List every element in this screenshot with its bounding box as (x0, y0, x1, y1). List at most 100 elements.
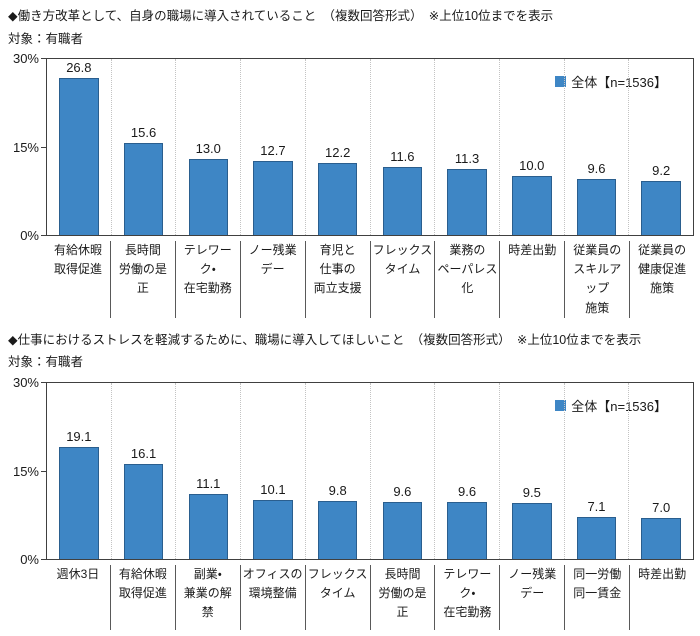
bar (317, 501, 358, 559)
bar (253, 499, 293, 559)
bar-value-label: 9.2 (652, 163, 671, 179)
bar (317, 163, 358, 235)
plot-column: 12.7 (240, 59, 305, 235)
bar-value-label: 7.0 (652, 499, 671, 515)
category-label: フレックス タイム (369, 241, 435, 318)
category-label: 長時間 労働の是正 (109, 241, 175, 318)
bar (576, 178, 617, 235)
y-axis-tick-mark (41, 558, 47, 560)
bar-value-label: 16.1 (130, 446, 157, 462)
bar (576, 517, 617, 559)
y-axis-tick-mark (41, 58, 47, 59)
bar-value-label: 26.8 (66, 59, 92, 75)
category-label: 長時間 労働の是正 (369, 564, 435, 630)
plot-area: 全体【n=1536】 26.8 15.6 13.0 12.7 12.2 11.6 11.3 1… (41, 58, 694, 236)
stress-reduction-chart: ◆仕事におけるストレスを軽減するために、職場に導入してほしいこと （複数回答形式… (8, 332, 694, 630)
plot-column: 9.6 (434, 382, 499, 559)
chart-subject: 対象：有職者 (8, 355, 84, 370)
category-label: テレワーク・ 在宅勤務 (174, 241, 240, 318)
workstyle-reform-chart: ◆働き方改革として、自身の職場に導入されていること （複数回答形式） ※上位10… (8, 8, 694, 318)
y-axis-tick-mark (41, 381, 47, 383)
y-axis-tick-label: 0% (20, 551, 39, 567)
plot-column: 7.1 (563, 382, 629, 559)
y-axis: 30% 15% 0% (8, 52, 46, 242)
bar-value-label: 19.1 (66, 428, 92, 444)
bar-value-label: 12.2 (325, 145, 351, 161)
legend: 全体【n=1536】 (555, 396, 667, 415)
bar-value-label: 9.6 (587, 160, 606, 176)
category-label: テレワーク・ 在宅勤務 (434, 564, 499, 630)
bar (382, 502, 423, 559)
bar-value-label: 7.1 (587, 499, 606, 515)
category-labels: 週休3日 有給休暇 取得促進 副業・ 兼業の解禁 オフィスの 環境整備 フレックス タイ… (46, 560, 694, 630)
bar (59, 77, 99, 235)
legend-label: 全体【n=1536】 (571, 75, 667, 90)
plot-column: 15.6 (110, 59, 176, 235)
y-axis-tick-label: 30% (12, 374, 39, 390)
bar (447, 168, 487, 235)
bar (512, 503, 552, 559)
bar (382, 166, 423, 235)
legend-label: 全体【n=1536】 (571, 398, 667, 414)
plot-column: 9.2 (628, 59, 693, 235)
category-label: ノー残業 デー (499, 564, 564, 630)
plot-column: 7.0 (628, 382, 693, 559)
bar-value-label: 9.6 (393, 484, 412, 500)
category-label: 従業員の 健康促進 施策 (629, 241, 694, 318)
bar-value-label: 9.6 (458, 484, 477, 500)
bar (641, 517, 681, 559)
category-label: 時差出勤 (499, 241, 564, 318)
plot-column: 26.8 (47, 59, 111, 235)
chart-subject: 対象：有職者 (8, 31, 84, 46)
y-axis-tick-label: 15% (12, 463, 39, 479)
y-axis-tick-mark (41, 470, 47, 472)
plot-column: 19.1 (47, 383, 111, 559)
bar-value-label: 13.0 (195, 140, 221, 156)
category-label: 週休3日 (56, 566, 100, 581)
bar-value-label: 12.7 (260, 142, 286, 158)
legend-swatch-icon (555, 399, 567, 411)
plot-column: 11.1 (175, 382, 240, 559)
plot-column: 9.8 (304, 382, 370, 559)
plot-column: 9.5 (498, 382, 564, 559)
plot-column: 11.3 (434, 59, 499, 235)
category-label: 同一労働 同一賃金 (564, 564, 629, 630)
bar-value-label: 11.1 (196, 475, 221, 491)
category-label: 従業員の スキルアップ 施策 (564, 241, 629, 318)
category-label: フレックス タイム (304, 564, 370, 630)
y-axis-tick-mark (41, 147, 47, 148)
bar (188, 158, 228, 235)
bar (512, 176, 552, 235)
chart-area: 30% 15% 0% 全体【n=1536】 19.1 16.1 11.1 10.1 9.… (8, 376, 694, 566)
plot-column: 10.0 (498, 59, 564, 235)
bar (447, 502, 487, 559)
bar (123, 143, 164, 235)
chart-title: ◆仕事におけるストレスを軽減するために、職場に導入してほしいこと （複数回答形式… (8, 332, 642, 347)
y-axis-tick-label: 30% (12, 51, 39, 66)
plot-column: 12.2 (304, 59, 370, 235)
plot-column: 11.6 (369, 59, 435, 235)
y-axis-tick-label: 0% (20, 228, 39, 243)
category-labels: 有給休暇 取得促進 長時間 労働の是正 テレワーク・ 在宅勤務 ノー残業 デー 育児と … (46, 236, 694, 318)
plot-column: 10.1 (240, 382, 305, 559)
bar (188, 493, 228, 559)
category-label: 副業・ 兼業の解禁 (174, 564, 240, 630)
bar-value-label: 10.1 (260, 481, 286, 497)
bar-value-label: 9.8 (328, 483, 347, 499)
legend: 全体【n=1536】 (555, 72, 667, 91)
plot-area: 全体【n=1536】 19.1 16.1 11.1 10.1 9.8 9.6 9.6 9.5 7… (41, 381, 694, 560)
y-axis: 30% 15% 0% (8, 376, 46, 566)
bar-value-label: 10.0 (519, 158, 545, 174)
plot-column: 16.1 (110, 382, 176, 559)
legend-swatch-icon (555, 76, 567, 87)
bar (253, 160, 293, 235)
category-label: オフィスの 環境整備 (239, 564, 305, 630)
plot-column: 13.0 (175, 59, 240, 235)
category-label: 時差出勤 (629, 564, 694, 630)
chart-title: ◆働き方改革として、自身の職場に導入されていること （複数回答形式） ※上位10… (8, 9, 554, 23)
category-label: 有給休暇 取得促進 (109, 564, 175, 630)
y-axis-tick-mark (41, 235, 47, 236)
bar (641, 181, 681, 235)
category-label: 有給休暇 取得促進 (53, 243, 102, 277)
